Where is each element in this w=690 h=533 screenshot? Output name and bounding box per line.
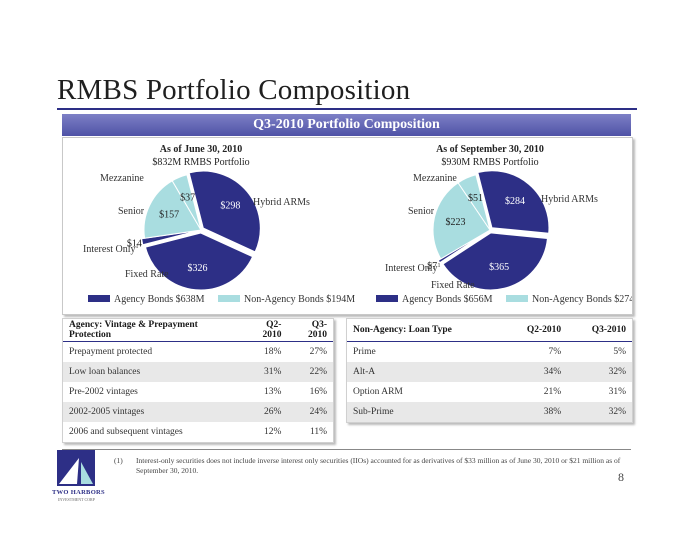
pie-value-label: $14: [127, 238, 142, 249]
table-row: Pre-2002 vintages 13% 16%: [63, 382, 333, 402]
agency-table-header: Q2-2010: [241, 319, 288, 342]
title-rule: [57, 108, 637, 110]
legend-label-agency: Agency Bonds $656M: [402, 294, 493, 305]
non-agency-table: Non-Agency: Loan Type Q2-2010 Q3-2010 Prim…: [346, 318, 633, 423]
table-cell: 27%: [309, 347, 327, 357]
table-cell: Sub-Prime: [347, 402, 503, 422]
pie-value-label: $365: [489, 262, 509, 273]
pie-slice-fixed-rate: [442, 232, 548, 291]
table-cell: Alt-A: [347, 362, 503, 382]
footnote-text: Interest-only securities does not includ…: [136, 456, 621, 475]
legend-swatch-non-agency: [218, 295, 240, 302]
table-cell: 34%: [502, 362, 568, 382]
page-number: 8: [618, 470, 624, 484]
table-cell: 7%: [548, 347, 562, 357]
table-row: 2002-2005 vintages 26% 24%: [63, 402, 333, 422]
pie-slice-interest-only: [437, 231, 488, 264]
table-cell: 13%: [264, 387, 282, 397]
pie-value-label: $157: [159, 210, 179, 221]
pie-category-label: Interest Only1: [385, 263, 441, 274]
pie-slice-senior: [432, 182, 491, 260]
table-cell: Pre-2002 vintages: [69, 387, 138, 397]
table-cell: 31%: [608, 387, 626, 397]
pie-category-label: Interest Only1: [83, 244, 139, 255]
pie-slice-senior: [143, 180, 202, 239]
table-cell: Prepayment protected: [69, 347, 153, 357]
footnote-divider: [62, 449, 631, 450]
legend-swatch-agency: [376, 295, 398, 302]
table-cell: 21%: [543, 387, 562, 397]
legend-label-non-agency: Non-Agency Bonds $274M: [532, 294, 632, 305]
pie-category-label: Mezzanine: [100, 173, 144, 184]
pie-value-label: $284: [505, 196, 525, 207]
logo-name: TWO HARBORS: [52, 489, 105, 496]
pie-category-label: Senior: [118, 206, 145, 217]
table-cell: 16%: [309, 387, 327, 397]
table-cell: 2006 and subsequent vintages: [69, 427, 183, 437]
non-agency-table-header: Q2-2010: [502, 319, 568, 342]
pie-value-label: $326: [188, 263, 208, 274]
pie-slice-interest-only: [141, 230, 199, 246]
table-cell: 32%: [567, 402, 632, 422]
pie-charts: As of June 30, 2010 $832M RMBS Portfolio $…: [83, 144, 632, 305]
table-cell: 32%: [567, 362, 632, 382]
logo-tagline: INVESTMENT CORP: [58, 497, 95, 502]
pie-slice-fixed-rate: [144, 232, 254, 291]
table-row: 2006 and subsequent vintages 12% 11%: [63, 422, 333, 442]
table-row: Sub-Prime 38% 32%: [347, 402, 632, 422]
legend-swatch-non-agency: [506, 295, 528, 302]
pie-slice-mezzanine: [171, 174, 202, 231]
pie-category-label: Mezzanine: [413, 173, 457, 184]
table-cell: 12%: [264, 427, 282, 437]
table-cell: 31%: [241, 362, 288, 382]
agency-table-header: Q3-2010: [287, 319, 333, 342]
table-cell: 11%: [309, 427, 327, 437]
pie-subtitle: $930M RMBS Portfolio: [441, 157, 538, 168]
table-cell: Option ARM: [353, 387, 403, 397]
table-cell: 26%: [241, 402, 288, 422]
table-cell: 22%: [287, 362, 333, 382]
pie-subtitle: $832M RMBS Portfolio: [152, 157, 249, 168]
pie-slice-hybrid-arms: [477, 170, 550, 234]
pie-category-label: Fixed Rate: [431, 280, 475, 291]
pie-value-label: $298: [220, 200, 240, 211]
section-banner: Q3-2010 Portfolio Composition: [62, 114, 631, 136]
agency-table-header: Agency: Vintage & Prepayment Protection: [63, 319, 242, 342]
non-agency-table-header: Non-Agency: Loan Type: [347, 319, 503, 342]
pie-category-label: Senior: [408, 206, 435, 217]
pie-title: As of June 30, 2010: [160, 144, 243, 155]
pie-value-label: $223: [446, 217, 466, 228]
legend-label-non-agency: Non-Agency Bonds $194M: [244, 294, 355, 305]
table-cell: Low loan balances: [63, 362, 242, 382]
pie-value-label: $37: [180, 192, 195, 203]
pie-category-label: Hybrid ARMs: [253, 197, 310, 208]
pie-title: As of September 30, 2010: [436, 144, 544, 155]
pie-value-label: $7: [427, 261, 437, 272]
two-harbors-logo-icon: [57, 450, 95, 486]
table-row: Prepayment protected 18% 27%: [63, 342, 333, 363]
table-cell: 24%: [287, 402, 333, 422]
pie-value-label: $51: [468, 193, 483, 204]
table-cell: 5%: [613, 347, 626, 357]
pie-category-label: Fixed Rate: [125, 269, 169, 280]
legend-label-agency: Agency Bonds $638M: [114, 294, 205, 305]
page-title: RMBS Portfolio Composition: [57, 74, 411, 106]
table-cell: 18%: [264, 347, 282, 357]
legend-swatch-agency: [88, 295, 110, 302]
pie-slice-hybrid-arms: [188, 170, 261, 253]
table-cell: 38%: [502, 402, 568, 422]
table-cell: 2002-2005 vintages: [63, 402, 242, 422]
non-agency-table-header: Q3-2010: [567, 319, 632, 342]
table-row: Low loan balances 31% 22%: [63, 362, 333, 382]
agency-table: Agency: Vintage & Prepayment Protection Q…: [62, 318, 334, 443]
footnote-mark: (1): [114, 456, 123, 465]
table-row: Alt-A 34% 32%: [347, 362, 632, 382]
table-cell: Prime: [353, 347, 376, 357]
pie-slice-mezzanine: [457, 174, 491, 231]
table-row: Option ARM 21% 31%: [347, 382, 632, 402]
table-row: Prime 7% 5%: [347, 342, 632, 363]
chart-panel: As of June 30, 2010 $832M RMBS Portfolio $…: [62, 137, 633, 315]
pie-category-label: Hybrid ARMs: [541, 194, 598, 205]
